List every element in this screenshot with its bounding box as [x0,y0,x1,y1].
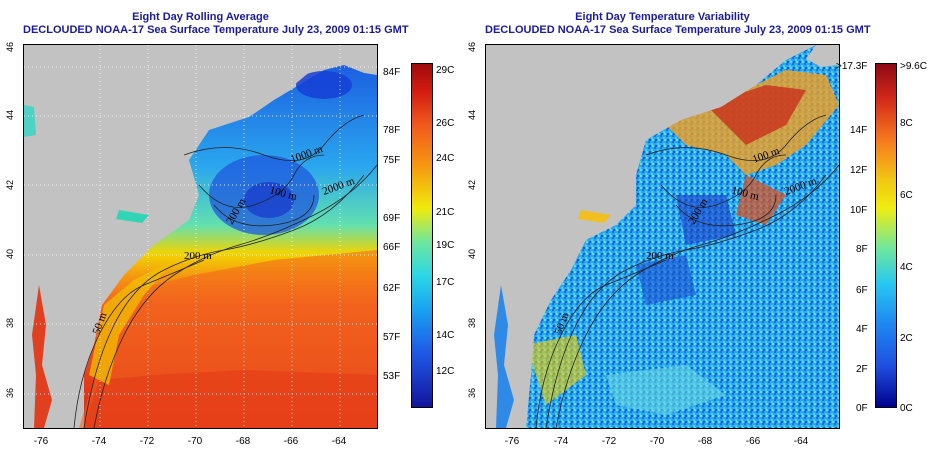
right-lon-tick-74: -74 [553,436,569,447]
left-lat-tick-40: 40 [5,249,15,260]
right-lat-tick-36: 36 [467,388,477,399]
left-colorbar-c-21: 21C [436,207,455,218]
right-colorbar-f-2: 2F [856,364,868,375]
right-lon-tick-70: -70 [649,436,665,447]
right-colorbar-f-6: 6F [856,285,868,296]
left-colorbar-c-24: 24C [436,153,455,164]
right-lat-tick-40: 40 [467,249,477,260]
right-lat-tick-46: 46 [467,42,477,53]
right-lon-tick-76: -76 [504,436,520,447]
right-colorbar-c-0: 0C [900,403,913,414]
left-lat-tick-42: 42 [5,180,15,191]
left-title-line1: Eight Day Rolling Average [132,11,269,23]
right-colorbar-c-9: >9.6C [900,61,927,72]
left-lon-tick-72: -72 [139,436,155,447]
right-colorbar-f-0: 0F [856,403,868,414]
left-colorbar-f-57: 57F [383,332,401,343]
right-variability-colorbar [875,63,897,408]
left-colorbar-f-84: 84F [383,67,401,78]
left-sst-map: 1000 m 2000 m 100 m 200 m 200 m 50 m [23,44,378,429]
right-colorbar-f-10: 10F [850,205,868,216]
left-colorbar-c-29: 29C [436,65,455,76]
left-colorbar-f-66: 66F [383,242,401,253]
left-lat-tick-36: 36 [5,388,15,399]
right-colorbar-c-8: 8C [900,118,913,129]
right-title-line2: DECLOUDED NOAA-17 Sea Surface Temperatur… [485,24,871,36]
right-lat-tick-44: 44 [467,110,477,121]
right-contour-label-200b: 200 m [646,250,674,262]
left-lon-tick-66: -66 [283,436,299,447]
right-lon-tick-66: -66 [745,436,761,447]
right-colorbar-c-4: 4C [900,262,913,273]
left-colorbar-f-53: 53F [383,371,401,382]
right-title-line1: Eight Day Temperature Variability [575,11,750,23]
left-sst-colorbar [411,63,433,408]
right-colorbar-c-2: 2C [900,333,913,344]
right-lon-tick-72: -72 [601,436,617,447]
left-colorbar-c-14: 14C [436,330,455,341]
right-colorbar-f-17: >17.3F [836,61,868,72]
right-variability-map: 100 m 2000 m 100 m 200 m 200 m 50 m [485,44,840,429]
right-colorbar-f-12: 12F [850,165,868,176]
left-lon-tick-64: -64 [331,436,347,447]
right-lat-tick-38: 38 [467,318,477,329]
right-colorbar-f-14: 14F [850,125,868,136]
left-colorbar-c-19: 19C [436,240,455,251]
right-colorbar-c-6: 6C [900,190,913,201]
left-lon-tick-70: -70 [187,436,203,447]
left-lon-tick-76: -76 [33,436,49,447]
left-lon-tick-74: -74 [91,436,107,447]
left-lat-tick-44: 44 [5,110,15,121]
left-colorbar-f-69: 69F [383,213,401,224]
left-colorbar-c-12: 12C [436,366,455,377]
left-colorbar-c-26: 26C [436,118,455,129]
left-lat-tick-38: 38 [5,318,15,329]
right-lat-tick-42: 42 [467,180,477,191]
right-lon-tick-64: -64 [793,436,809,447]
left-colorbar-c-17: 17C [436,277,455,288]
right-lon-tick-68: -68 [697,436,713,447]
left-colorbar-f-75: 75F [383,155,401,166]
left-colorbar-f-62: 62F [383,283,401,294]
right-colorbar-f-8: 8F [856,244,868,255]
left-lat-tick-46: 46 [5,42,15,53]
right-colorbar-f-4: 4F [856,324,868,335]
left-colorbar-f-78: 78F [383,125,401,136]
left-lon-tick-68: -68 [235,436,251,447]
left-title-line2: DECLOUDED NOAA-17 Sea Surface Temperatur… [23,24,409,36]
left-contour-label-200b: 200 m [184,250,212,262]
